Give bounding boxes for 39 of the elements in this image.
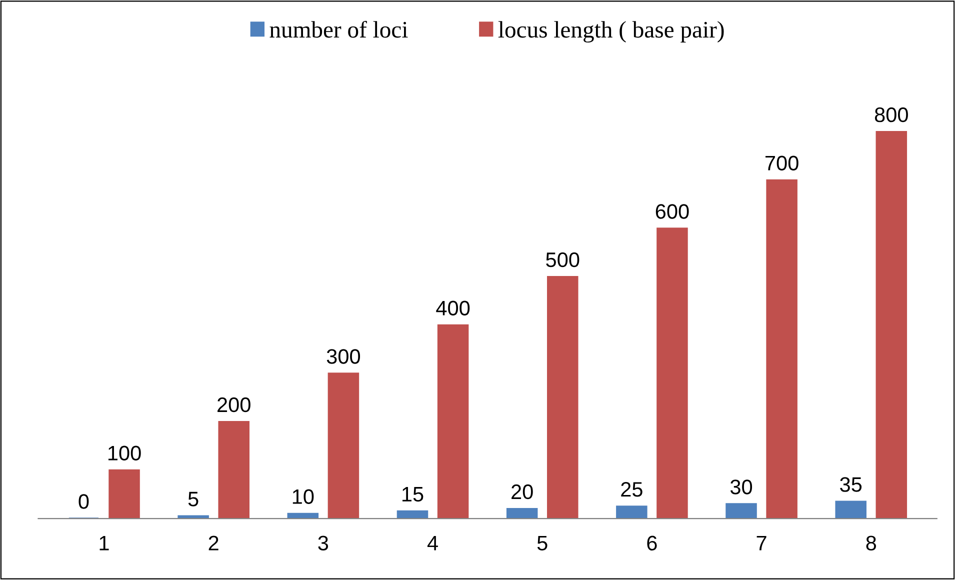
bar — [547, 276, 578, 519]
bar — [396, 510, 428, 519]
x-tick-label: 2 — [208, 536, 218, 550]
data-label: 300 — [326, 349, 360, 364]
data-label: 15 — [402, 487, 424, 502]
legend-label: number of loci — [270, 20, 408, 38]
data-label: 10 — [292, 489, 314, 504]
data-label: 0 — [78, 494, 89, 509]
bar — [108, 469, 140, 519]
data-label: 800 — [874, 107, 908, 122]
x-tick-label: 5 — [537, 536, 548, 550]
data-label: 200 — [218, 397, 250, 412]
data-label: 20 — [512, 484, 533, 500]
bar — [328, 372, 360, 519]
bar — [437, 324, 469, 519]
data-label: 5 — [188, 492, 198, 506]
x-tick-label: 6 — [647, 536, 657, 550]
bar — [876, 131, 908, 519]
data-label: 30 — [730, 480, 752, 494]
bar — [656, 228, 688, 519]
bar — [835, 500, 866, 519]
data-label: 500 — [546, 252, 580, 268]
x-tick-label: 3 — [318, 536, 328, 550]
x-tick-label: 4 — [427, 536, 438, 550]
x-tick-label: 7 — [756, 536, 766, 550]
bar — [218, 421, 250, 519]
data-label: 400 — [436, 300, 470, 316]
x-tick-label: 8 — [866, 536, 876, 550]
data-label: 100 — [108, 446, 141, 461]
bar — [726, 503, 757, 519]
legend-label: locus length ( base pair) — [498, 21, 724, 43]
x-tick-label: 1 — [100, 536, 109, 550]
bar — [616, 506, 648, 519]
bar — [506, 508, 538, 519]
data-label: 700 — [766, 156, 798, 171]
data-label: 35 — [840, 477, 862, 492]
bar — [766, 179, 798, 519]
data-label: 600 — [656, 204, 689, 219]
data-label: 25 — [621, 482, 642, 497]
